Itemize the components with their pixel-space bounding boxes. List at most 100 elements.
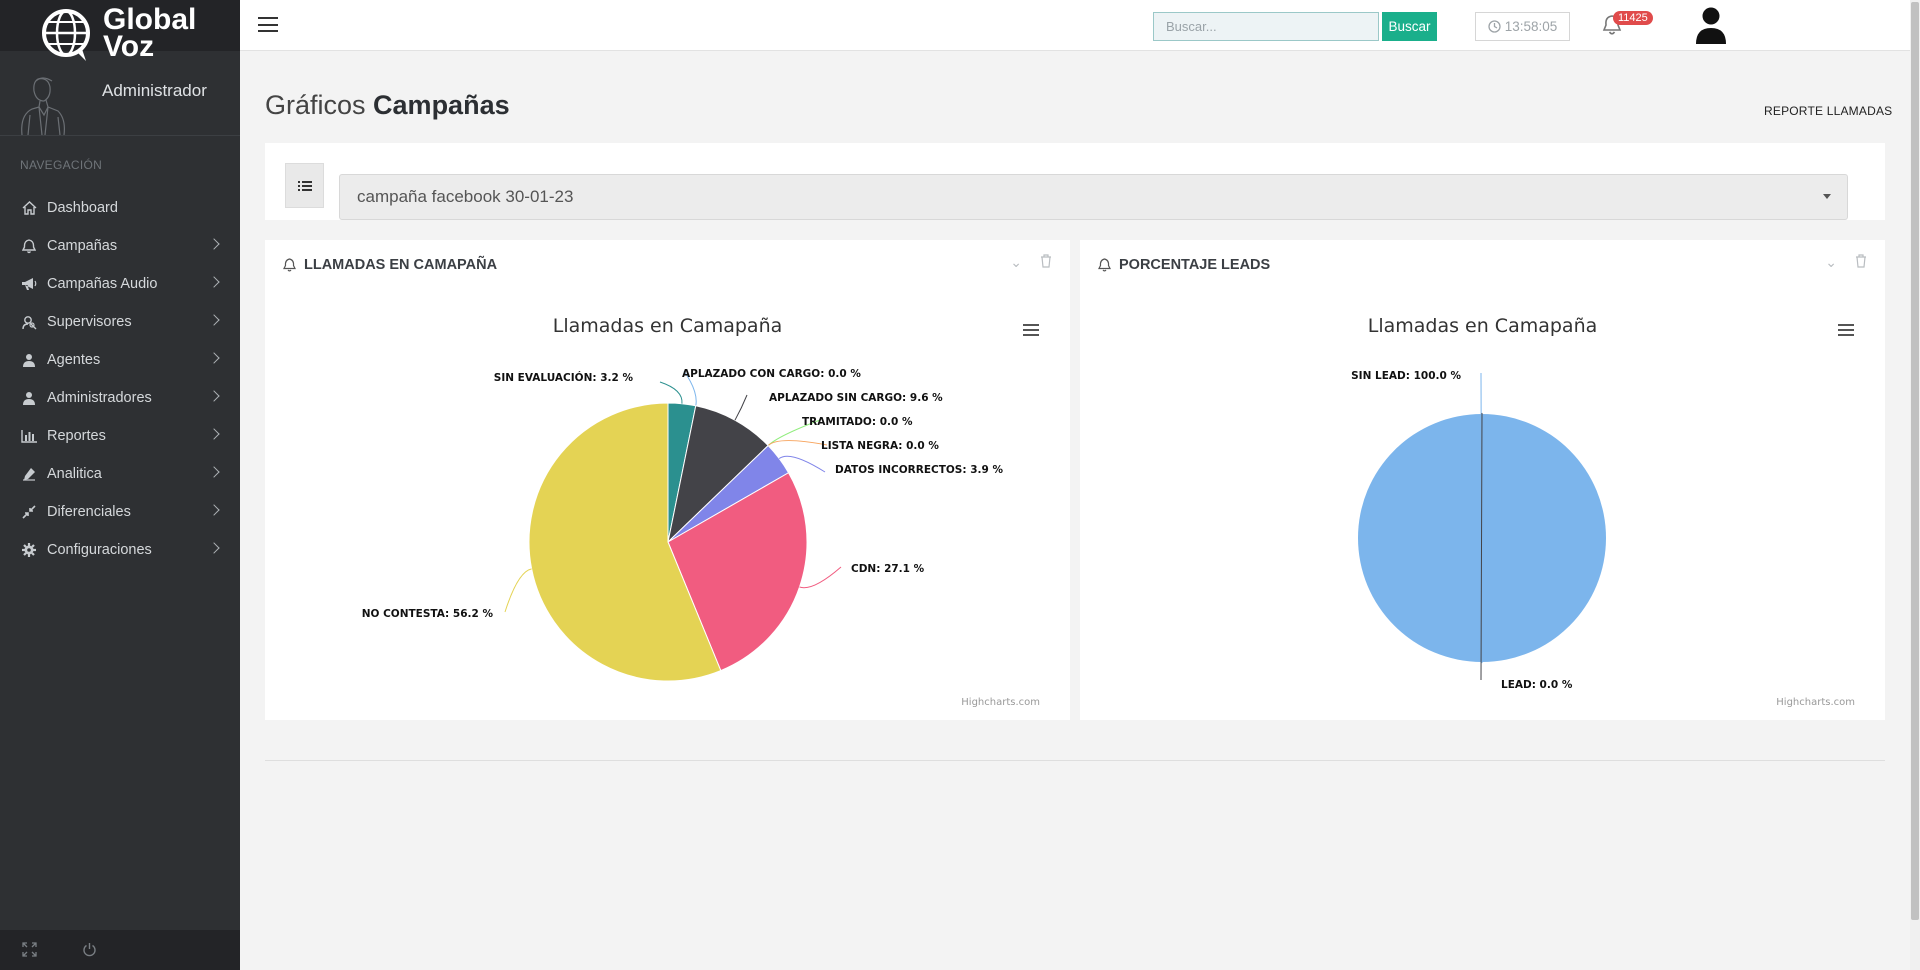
bar-chart-icon [20, 427, 38, 445]
list-icon [297, 180, 312, 191]
trash-icon[interactable] [1855, 254, 1867, 271]
caret-down-icon [1823, 194, 1831, 199]
campaign-select-value: campaña facebook 30-01-23 [357, 187, 574, 206]
user-icon [20, 389, 38, 407]
data-label-connector [767, 440, 828, 446]
search-button[interactable]: Buscar [1382, 12, 1437, 41]
campaign-select[interactable]: campaña facebook 30-01-23 [339, 174, 1848, 220]
data-label-connector [504, 568, 532, 613]
data-label: NO CONTESTA: 56.2 % [362, 608, 494, 620]
sidebar-item-label: Diferenciales [47, 504, 131, 520]
data-label-connector [659, 381, 683, 404]
page-scrollbar[interactable] [1910, 0, 1920, 970]
brand-header: Global Voz [0, 0, 240, 62]
collapse-chevron-icon[interactable]: ⌄ [1010, 254, 1022, 270]
search-input[interactable] [1153, 12, 1379, 41]
chevron-right-icon [208, 504, 220, 516]
home-icon [20, 199, 38, 217]
sidebar-item-label: Campañas Audio [47, 276, 158, 292]
chevron-right-icon [208, 390, 220, 402]
list-view-button[interactable] [285, 163, 324, 208]
notification-count-badge: 11425 [1613, 11, 1653, 25]
data-label-connector [799, 566, 842, 589]
user-account-icon[interactable] [1694, 6, 1728, 44]
brand-line-1: Global [103, 3, 197, 36]
users-icon [20, 351, 38, 369]
panel-title: LLAMADAS EN CAMAPAÑA [304, 257, 498, 273]
brand-line-2: Voz [103, 30, 155, 63]
power-icon[interactable] [82, 942, 97, 961]
pie-chart: SIN LEAD: 100.0 % LEAD: 0.0 % [1351, 370, 1606, 691]
gear-icon [20, 541, 38, 559]
pie-slice[interactable] [528, 402, 722, 682]
user-search-icon [20, 313, 38, 331]
panel-tools: ⌄ [1010, 254, 1052, 271]
sidebar-item-label: Analitica [47, 466, 102, 482]
clock-time: 13:58:05 [1504, 19, 1558, 34]
user-role: Administrador [102, 81, 207, 100]
chevron-right-icon [208, 542, 220, 554]
data-label-connector [683, 370, 697, 406]
data-label-connector [1480, 412, 1483, 681]
menu-toggle-icon[interactable] [258, 17, 278, 33]
fullscreen-icon[interactable] [22, 942, 37, 961]
calls-in-campaign-panel: LLAMADAS EN CAMAPAÑA ⌄ Llamadas en Camap… [265, 240, 1070, 720]
data-label: APLAZADO CON CARGO: 0.0 % [682, 368, 861, 380]
data-label: DATOS INCORRECTOS: 3.9 % [835, 464, 1003, 476]
sidebar-nav: Dashboard Campañas Campañas Audio Superv… [0, 189, 240, 569]
clock-icon [1488, 20, 1501, 33]
sidebar-footer [0, 930, 240, 970]
sidebar-item-dashboard[interactable]: Dashboard [0, 189, 240, 227]
clock-display: 13:58:05 [1475, 12, 1570, 41]
sidebar-item-campanas[interactable]: Campañas [0, 227, 240, 265]
panel-title: PORCENTAJE LEADS [1119, 257, 1271, 273]
chart-menu-icon[interactable] [1838, 324, 1854, 337]
sidebar-item-label: Campañas [47, 238, 118, 254]
chevron-right-icon [208, 314, 220, 326]
sidebar-item-label: Supervisores [47, 314, 132, 330]
chart-credits[interactable]: Highcharts.com [961, 697, 1040, 708]
sidebar-item-campanas-audio[interactable]: Campañas Audio [0, 265, 240, 303]
chart-menu-icon[interactable] [1023, 324, 1039, 337]
report-calls-link[interactable]: REPORTE LLAMADAS [1764, 104, 1893, 118]
sidebar-item-label: Administradores [47, 390, 152, 406]
pie-slice[interactable] [667, 472, 808, 672]
eyedropper-icon [20, 465, 38, 483]
data-label: LISTA NEGRA: 0.0 % [821, 440, 939, 452]
page-title-bold: Campañas [373, 90, 510, 120]
compress-icon [20, 503, 38, 521]
sidebar-item-reportes[interactable]: Reportes [0, 417, 240, 455]
pie-chart: SIN EVALUACIÓN: 3.2 % APLAZADO CON CARGO:… [362, 368, 1003, 682]
sidebar-item-diferenciales[interactable]: Diferenciales [0, 493, 240, 531]
pie-slice[interactable] [667, 405, 769, 544]
chart-credits[interactable]: Highcharts.com [1776, 697, 1855, 708]
sidebar-item-agentes[interactable]: Agentes [0, 341, 240, 379]
data-label: SIN LEAD: 100.0 % [1351, 370, 1461, 382]
chevron-right-icon [208, 276, 220, 288]
scrollbar-thumb[interactable] [1911, 2, 1919, 920]
sidebar-item-supervisores[interactable]: Supervisores [0, 303, 240, 341]
sidebar-item-administradores[interactable]: Administradores [0, 379, 240, 417]
chart-title: Llamadas en Camapaña [1367, 315, 1598, 337]
page-title-light: Gráficos [265, 90, 366, 120]
data-label: SIN EVALUACIÓN: 3.2 % [494, 371, 634, 384]
panel-tools: ⌄ [1825, 254, 1867, 271]
sidebar-item-label: Dashboard [47, 200, 118, 216]
top-bar: Buscar 13:58:05 11425 [240, 0, 1910, 51]
brand-name: Global Voz [103, 3, 197, 63]
bell-icon [283, 258, 296, 272]
trash-icon[interactable] [1040, 254, 1052, 271]
content-divider [265, 760, 1885, 761]
collapse-chevron-icon[interactable]: ⌄ [1825, 254, 1837, 270]
sidebar: Global Voz Administrador NAVEGACIÓN Dash… [0, 0, 240, 970]
bell-icon [20, 237, 38, 255]
data-label-connector [734, 394, 748, 421]
chevron-right-icon [208, 428, 220, 440]
sidebar-item-analitica[interactable]: Analitica [0, 455, 240, 493]
campaign-filter-panel: campaña facebook 30-01-23 [265, 143, 1885, 220]
data-label-connector [778, 455, 826, 473]
sidebar-item-configuraciones[interactable]: Configuraciones [0, 531, 240, 569]
avatar [21, 77, 65, 135]
data-label: TRAMITADO: 0.0 % [802, 416, 913, 428]
chevron-right-icon [208, 466, 220, 478]
